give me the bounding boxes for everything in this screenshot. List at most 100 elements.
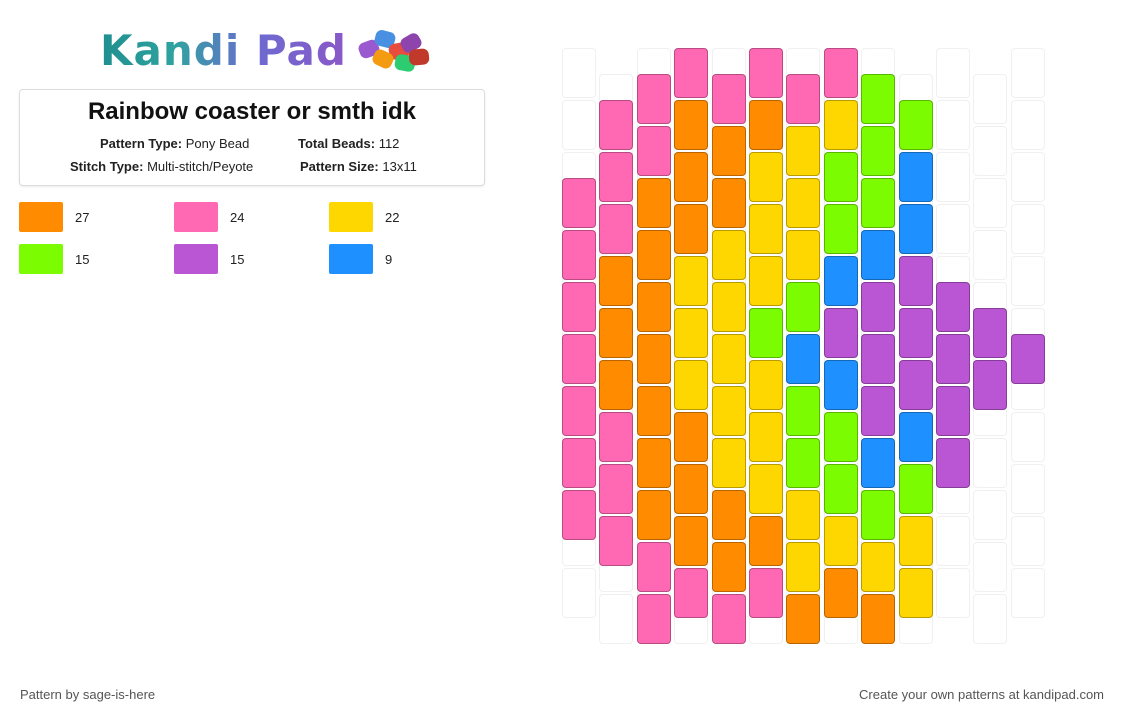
bead: [823, 308, 858, 358]
palette-item: 15: [19, 244, 89, 274]
empty-bead: [562, 100, 596, 150]
bead: [823, 100, 858, 150]
bead: [786, 438, 821, 488]
stitch-type-value: Multi-stitch/Peyote: [147, 159, 254, 174]
bead: [861, 282, 896, 332]
empty-bead: [973, 230, 1008, 280]
color-swatch: [19, 202, 63, 232]
bead: [674, 204, 709, 254]
bead: [711, 126, 746, 176]
total-beads: Total Beads: 112: [298, 136, 399, 151]
empty-bead: [1010, 568, 1045, 618]
bead: [711, 334, 746, 384]
bead: [898, 412, 933, 462]
empty-bead: [936, 204, 970, 254]
empty-bead: [1010, 464, 1045, 514]
color-swatch: [329, 202, 373, 232]
empty-bead: [1010, 256, 1045, 306]
bead: [823, 360, 858, 410]
bead: [861, 334, 896, 384]
bead: [936, 282, 970, 332]
bead: [861, 74, 896, 124]
bead: [861, 230, 896, 280]
bead: [636, 74, 671, 124]
empty-bead: [1010, 152, 1045, 202]
bead: [749, 100, 783, 150]
bead-pile-icon: [355, 27, 435, 75]
palette-item: 24: [174, 202, 244, 232]
bead: [786, 230, 821, 280]
bead: [562, 282, 596, 332]
bead: [711, 542, 746, 592]
bead: [823, 204, 858, 254]
color-palette: 27 24 22 15 15 9: [19, 202, 499, 282]
bead: [599, 308, 634, 358]
empty-bead: [936, 516, 970, 566]
bead: [636, 438, 671, 488]
bead: [861, 490, 896, 540]
bead: [898, 204, 933, 254]
color-swatch: [329, 244, 373, 274]
total-beads-label: Total Beads:: [298, 136, 376, 151]
pattern-type: Pattern Type: Pony Bead: [100, 136, 249, 151]
bead: [786, 542, 821, 592]
bead: [823, 412, 858, 462]
bead: [562, 490, 596, 540]
bead: [786, 334, 821, 384]
bead: [599, 152, 634, 202]
bead: [674, 568, 709, 618]
bead: [861, 126, 896, 176]
bead: [711, 438, 746, 488]
bead: [562, 230, 596, 280]
create-patterns-link[interactable]: Create your own patterns at kandipad.com: [859, 687, 1104, 702]
empty-bead: [936, 100, 970, 150]
palette-item: 9: [329, 244, 392, 274]
empty-bead: [1010, 48, 1045, 98]
bead-count: 9: [385, 251, 393, 267]
bead: [711, 490, 746, 540]
bead: [599, 100, 634, 150]
empty-bead: [973, 594, 1008, 644]
empty-bead: [1010, 516, 1045, 566]
bead: [749, 412, 783, 462]
empty-bead: [1010, 100, 1045, 150]
color-swatch: [174, 202, 218, 232]
bead-count: 22: [385, 209, 400, 225]
bead: [636, 594, 671, 644]
stitch-type: Stitch Type: Multi-stitch/Peyote: [70, 159, 253, 174]
empty-bead: [973, 438, 1008, 488]
empty-bead: [973, 126, 1008, 176]
bead: [636, 282, 671, 332]
bead-count: 15: [75, 251, 90, 267]
bead: [636, 386, 671, 436]
pattern-author: Pattern by sage-is-here: [20, 687, 156, 702]
pattern-size-value: 13x11: [382, 159, 417, 174]
bead: [936, 386, 970, 436]
bead: [711, 178, 746, 228]
bead-count: 15: [230, 251, 245, 267]
color-swatch: [174, 244, 218, 274]
empty-bead: [973, 490, 1008, 540]
bead: [973, 308, 1008, 358]
bead: [861, 178, 896, 228]
bead-pattern-grid: [560, 48, 1048, 652]
bead: [749, 204, 783, 254]
total-beads-value: 112: [378, 136, 400, 151]
bead: [786, 178, 821, 228]
bead: [599, 464, 634, 514]
palette-item: 22: [329, 202, 399, 232]
bead: [749, 360, 783, 410]
bead: [786, 490, 821, 540]
empty-bead: [936, 568, 970, 618]
bead: [674, 100, 709, 150]
bead: [562, 178, 596, 228]
bead: [749, 48, 783, 98]
bead: [786, 74, 821, 124]
pattern-title: Rainbow coaster or smth idk: [87, 98, 417, 125]
bead: [898, 360, 933, 410]
bead-count: 24: [230, 209, 245, 225]
color-swatch: [19, 244, 63, 274]
empty-bead: [936, 152, 970, 202]
bead: [936, 334, 970, 384]
bead: [674, 360, 709, 410]
